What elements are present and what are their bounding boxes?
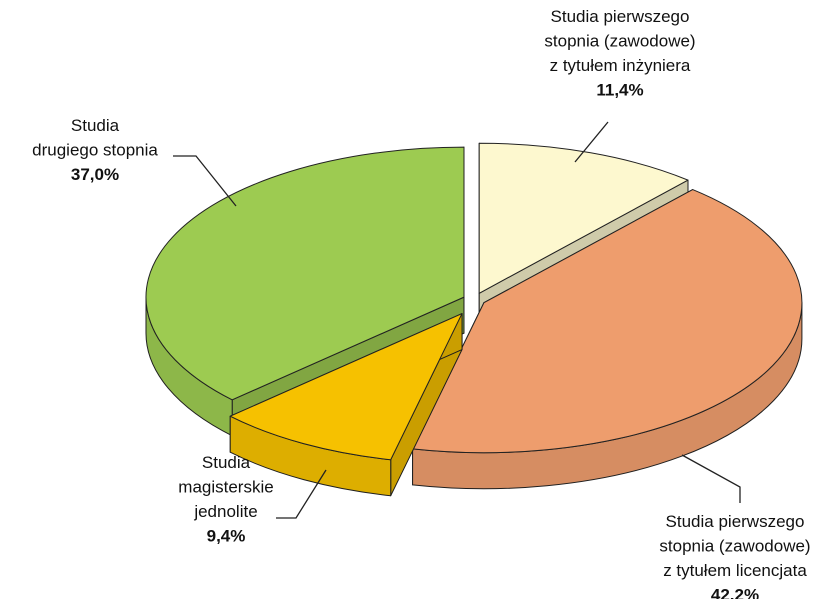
value-label: 9,4% bbox=[207, 527, 246, 546]
slice-label: Studia pierwszego stopnia (zawodowe) z tyt… bbox=[544, 7, 695, 75]
slice-top bbox=[145, 146, 465, 401]
slice bbox=[229, 313, 463, 497]
value-label: 11,4% bbox=[596, 81, 643, 100]
slice-label: Studia drugiego stopnia bbox=[32, 116, 158, 160]
leader-line bbox=[681, 454, 741, 503]
slice bbox=[412, 189, 803, 490]
slice-label: Studia pierwszego stopnia (zawodowe) z tyt… bbox=[659, 512, 810, 580]
leader-line bbox=[173, 155, 237, 207]
leader-line bbox=[574, 121, 609, 163]
value-label: 42,2% bbox=[711, 586, 759, 599]
value-label: 37,0% bbox=[71, 165, 119, 184]
leader-line bbox=[276, 469, 327, 519]
slice-top bbox=[412, 189, 803, 454]
slice-top bbox=[229, 313, 463, 461]
slice-label: Studia magisterskie jednolite bbox=[178, 453, 273, 521]
slice-top bbox=[478, 142, 689, 294]
